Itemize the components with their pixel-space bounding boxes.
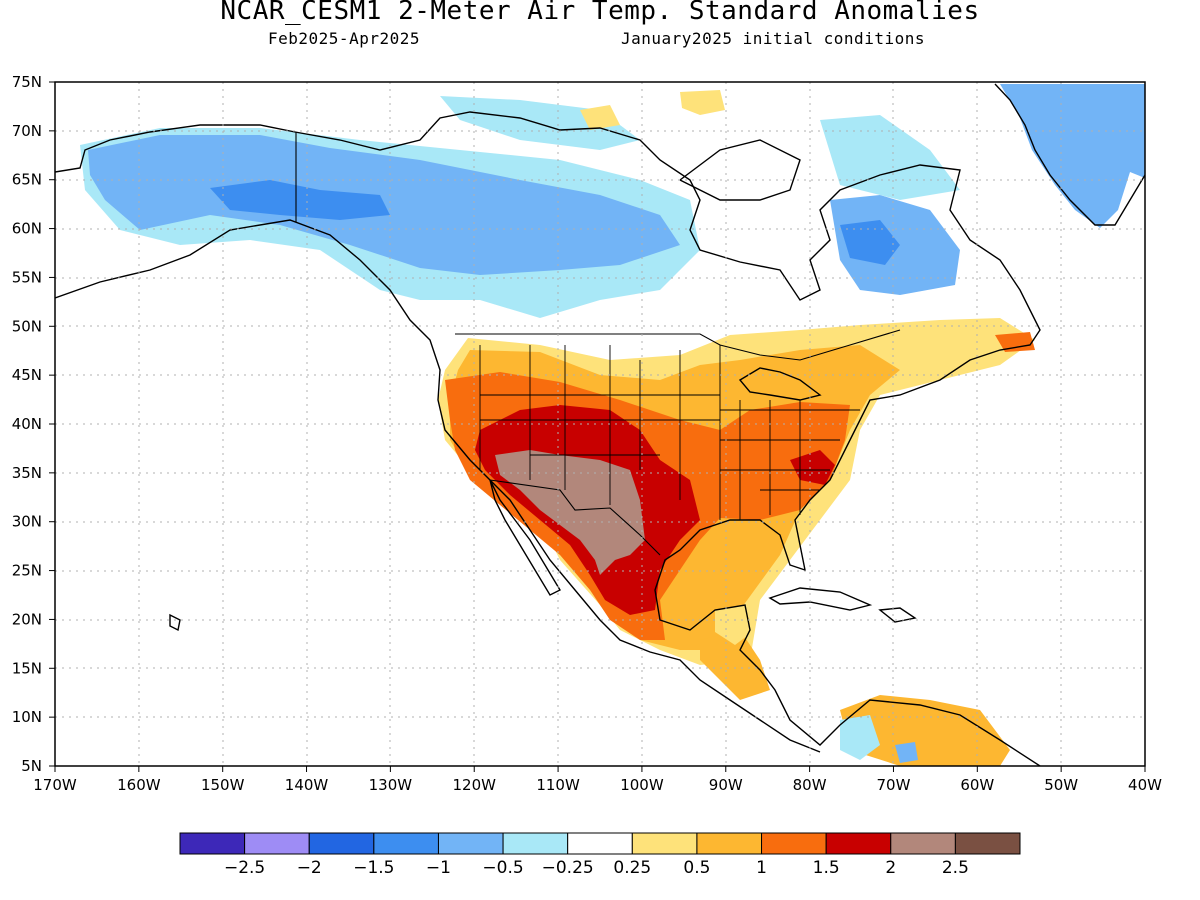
colorbar-label: 1 [756,858,767,878]
lon-label: 40W [1128,776,1162,794]
lon-label: 140W [285,776,329,794]
colorbar-label: −1 [426,858,451,878]
lon-label: 120W [452,776,496,794]
colorbar-label: 0.5 [683,858,710,878]
anomaly-fields [80,84,1145,766]
coastline-greenland [994,83,1145,226]
colorbar-swatch [179,832,246,855]
colorbar-swatch [761,832,827,855]
lat-label: 70N [12,122,42,140]
lat-label: 60N [12,220,42,238]
anomaly-greenland [1000,84,1145,228]
lat-label: 5N [21,757,42,775]
colorbar-label: 0.25 [613,858,651,878]
lat-label: 75N [12,73,42,91]
coastline-west [55,219,821,753]
state-lines-west [479,345,721,520]
colorbar-swatch [502,832,569,855]
us-canada-border [455,329,901,361]
anomaly-southeast-strong [790,450,835,485]
anomaly-baffin-warm [680,90,725,115]
colorbar-label: −0.5 [482,858,523,878]
lat-label: 20N [12,610,42,628]
anomaly-labrador-strong [840,220,900,265]
lon-label: 170W [33,776,77,794]
colorbar-swatch [567,832,633,855]
lat-label: 50N [12,317,42,335]
colorbar-label: 2 [885,858,896,878]
lat-label: 45N [12,366,42,384]
colorbar-swatch [308,832,375,855]
colorbar-label: −0.25 [542,858,594,878]
coastline-hawaii [169,613,181,632]
us-mexico-border [489,479,661,556]
forecast-period: Feb2025-Apr2025 [268,29,420,48]
initial-conditions: January2025 initial conditions [621,29,925,48]
colorbar-label: 1.5 [813,858,840,878]
colorbar-label: −2.5 [224,858,265,878]
lon-label: 80W [793,776,827,794]
coastline-baffin [678,139,801,201]
lon-label: 130W [369,776,413,794]
anomaly-yukon-strong [210,180,390,220]
lat-label: 40N [12,415,42,433]
coastline-great-lakes [738,367,822,401]
state-lines-east [720,400,860,520]
lat-label: 25N [12,562,42,580]
longitude-labels: 170W 160W 150W 140W 130W 120W 110W 100W 90W 80W 70… [33,766,1162,794]
latitude-labels: 75N 70N 65N 60N 55N 50N 45N 40N 35N 30N 25N 20N 15N 1… [12,73,55,775]
colorbar-swatch [696,832,763,855]
lat-label: 10N [12,708,42,726]
lon-label: 150W [201,776,245,794]
lon-label: 50W [1044,776,1078,794]
anomaly-arctic-warm [580,105,620,130]
colorbar-label: −1.5 [353,858,394,878]
colorbar-swatch [825,832,892,855]
colorbar-swatch [954,832,1021,855]
anomaly-newfoundland [995,332,1035,352]
colorbar-swatch [631,832,698,855]
lon-label: 60W [960,776,994,794]
colorbar-swatch [244,832,310,855]
colorbar-swatch [437,832,504,855]
colorbar-label: −2 [297,858,322,878]
lon-label: 100W [620,776,664,794]
lon-label: 90W [709,776,743,794]
anomaly-central-america [700,630,770,700]
anomaly-sa-cool [840,715,880,760]
lat-label: 55N [12,268,42,286]
map-title: NCAR_CESM1 2-Meter Air Temp. Standard An… [220,0,980,26]
lon-label: 160W [117,776,161,794]
colorbar-labels: −2.5 −2 −1.5 −1 −0.5 −0.25 0.25 0.5 1 1.5 2 2.5 [224,858,969,878]
lon-label: 70W [877,776,911,794]
lat-label: 65N [12,171,42,189]
coastline-north-america [55,111,1041,766]
lat-label: 30N [12,513,42,531]
anomaly-yucatan [715,605,755,645]
anomaly-south-america [840,695,1010,766]
anomaly-arctic-cool [820,115,960,200]
lon-label: 110W [536,776,580,794]
anomaly-southwest-extreme [495,450,645,575]
land-outlines [55,83,1145,766]
colorbar [179,832,1021,855]
coastline-baja [489,479,561,596]
lat-label: 15N [12,659,42,677]
colorbar-swatch [373,832,439,855]
anomaly-sa-cool-spot [895,742,918,763]
colorbar-swatch [890,832,956,855]
coastline-cuba [768,587,873,611]
lat-label: 35N [12,464,42,482]
colorbar-label: 2.5 [942,858,969,878]
